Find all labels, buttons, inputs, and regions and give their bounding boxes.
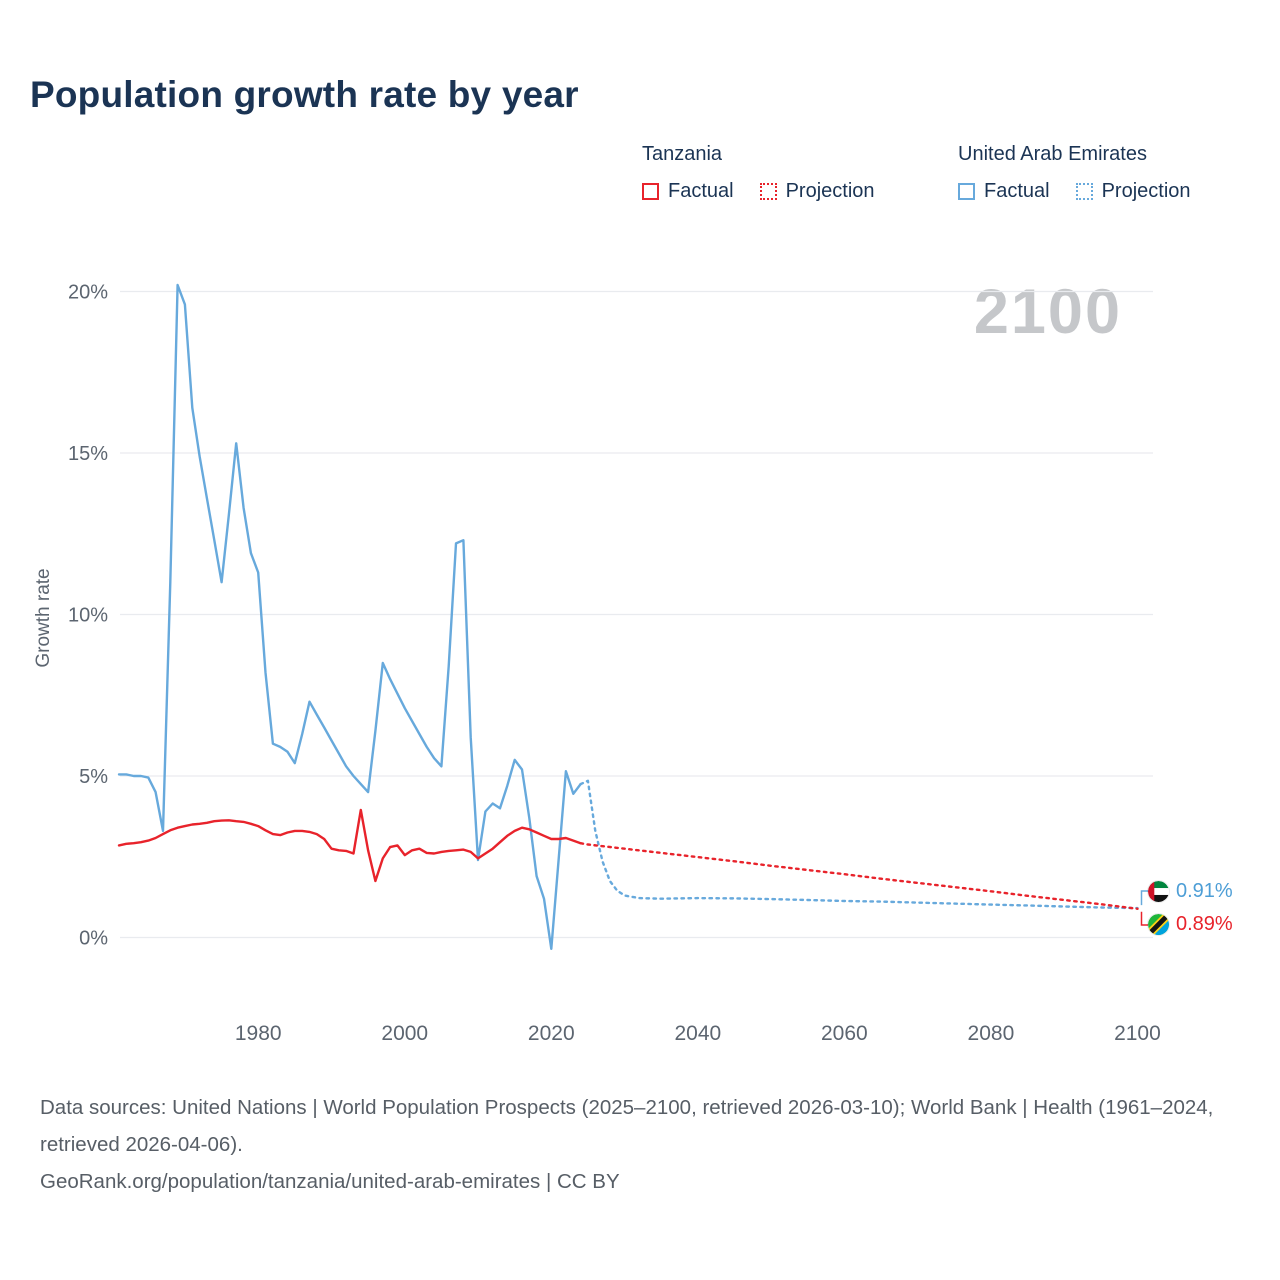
- y-tick-label: 5%: [79, 766, 108, 788]
- page-title: Population growth rate by year: [30, 74, 579, 115]
- legend-group-uae: United Arab Emirates Factual Projection: [958, 143, 1191, 203]
- footer: Data sources: United Nations | World Pop…: [40, 1090, 1220, 1201]
- legend-swatch-dotted-icon: [1075, 183, 1093, 200]
- y-tick-label: 20%: [68, 282, 108, 304]
- legend-group-title-tanzania: Tanzania: [642, 143, 723, 165]
- legend-item-uae-projection[interactable]: Projection: [1075, 180, 1191, 203]
- x-tick-label: 2080: [968, 1022, 1015, 1045]
- legend-swatch-solid-icon: [958, 183, 975, 200]
- x-tick-label: 2100: [1114, 1022, 1161, 1045]
- legend-item-label: Factual: [668, 180, 734, 202]
- series-line-uae-factual: [117, 283, 582, 950]
- legend-swatch-solid-icon: [642, 183, 659, 200]
- legend-item-label: Projection: [785, 180, 875, 202]
- legend-item-uae-factual[interactable]: Factual: [958, 180, 1050, 203]
- uae-flag-icon: [1148, 881, 1169, 902]
- y-tick-label: 10%: [68, 605, 108, 627]
- legend-item-label: Projection: [1101, 180, 1191, 202]
- end-connector-uae: [1140, 890, 1148, 906]
- legend-group-title-uae: United Arab Emirates: [958, 143, 1147, 165]
- legend-item-label: Factual: [984, 180, 1050, 202]
- legend-group-tanzania: Tanzania Factual Projection: [642, 143, 875, 203]
- attribution-link[interactable]: GeoRank.org/population/tanzania/united-a…: [40, 1169, 620, 1193]
- x-tick-label: 2020: [528, 1022, 575, 1045]
- end-value-tanzania: 0.89%: [1148, 913, 1233, 936]
- series-line-tanzania-projection: [579, 842, 1139, 910]
- x-tick-label: 1980: [235, 1022, 282, 1045]
- x-tick-label: 2060: [821, 1022, 868, 1045]
- tanzania-flag-icon: [1148, 914, 1169, 935]
- end-value-uae-text: 0.91%: [1176, 880, 1233, 902]
- legend-swatch-dotted-icon: [759, 183, 777, 200]
- legend-item-tanzania-factual[interactable]: Factual: [642, 180, 734, 203]
- data-sources-text: Data sources: United Nations | World Pop…: [40, 1096, 1214, 1156]
- series-line-uae-projection: [579, 779, 1139, 910]
- x-tick-label: 2000: [381, 1022, 428, 1045]
- legend-items-tanzania: Factual Projection: [642, 180, 875, 203]
- end-value-tanzania-text: 0.89%: [1176, 913, 1233, 935]
- y-tick-label: 0%: [79, 928, 108, 950]
- legend-item-tanzania-projection[interactable]: Projection: [759, 180, 875, 203]
- end-connector-tanzania: [1140, 911, 1148, 926]
- end-value-uae: 0.91%: [1148, 880, 1233, 903]
- x-tick-label: 2040: [674, 1022, 721, 1045]
- y-tick-label: 15%: [68, 443, 108, 465]
- series-line-tanzania-factual: [117, 808, 582, 883]
- legend-items-uae: Factual Projection: [958, 180, 1191, 203]
